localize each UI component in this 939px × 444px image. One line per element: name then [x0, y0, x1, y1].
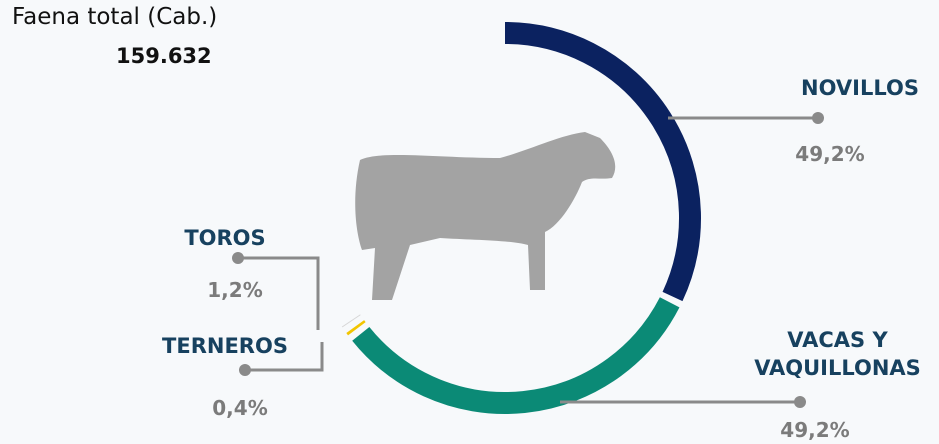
- donut-segment: [346, 320, 366, 336]
- cow-silhouette: [355, 132, 616, 300]
- value-label: 49,2%: [795, 142, 865, 166]
- leader-dot: [812, 112, 824, 124]
- leader-dot: [794, 396, 806, 408]
- donut-segment: [504, 22, 701, 302]
- value-label: 49,2%: [780, 418, 850, 442]
- category-label: TOROS: [184, 226, 266, 250]
- leader-line: [238, 256, 320, 330]
- category-label: TERNEROS: [162, 334, 288, 358]
- donut-segment: [341, 314, 361, 328]
- leader-dot: [239, 364, 251, 376]
- category-label: VACAS Y VAQUILLONAS: [754, 328, 921, 380]
- category-label: NOVILLOS: [801, 76, 919, 100]
- value-label: 0,4%: [212, 396, 268, 420]
- value-label: 1,2%: [207, 278, 263, 302]
- chart-title: Faena total (Cab.): [12, 4, 218, 30]
- donut-segment: [352, 297, 680, 414]
- leader-dot: [232, 252, 244, 264]
- leader-line: [245, 342, 324, 372]
- total: 159.632: [116, 44, 212, 68]
